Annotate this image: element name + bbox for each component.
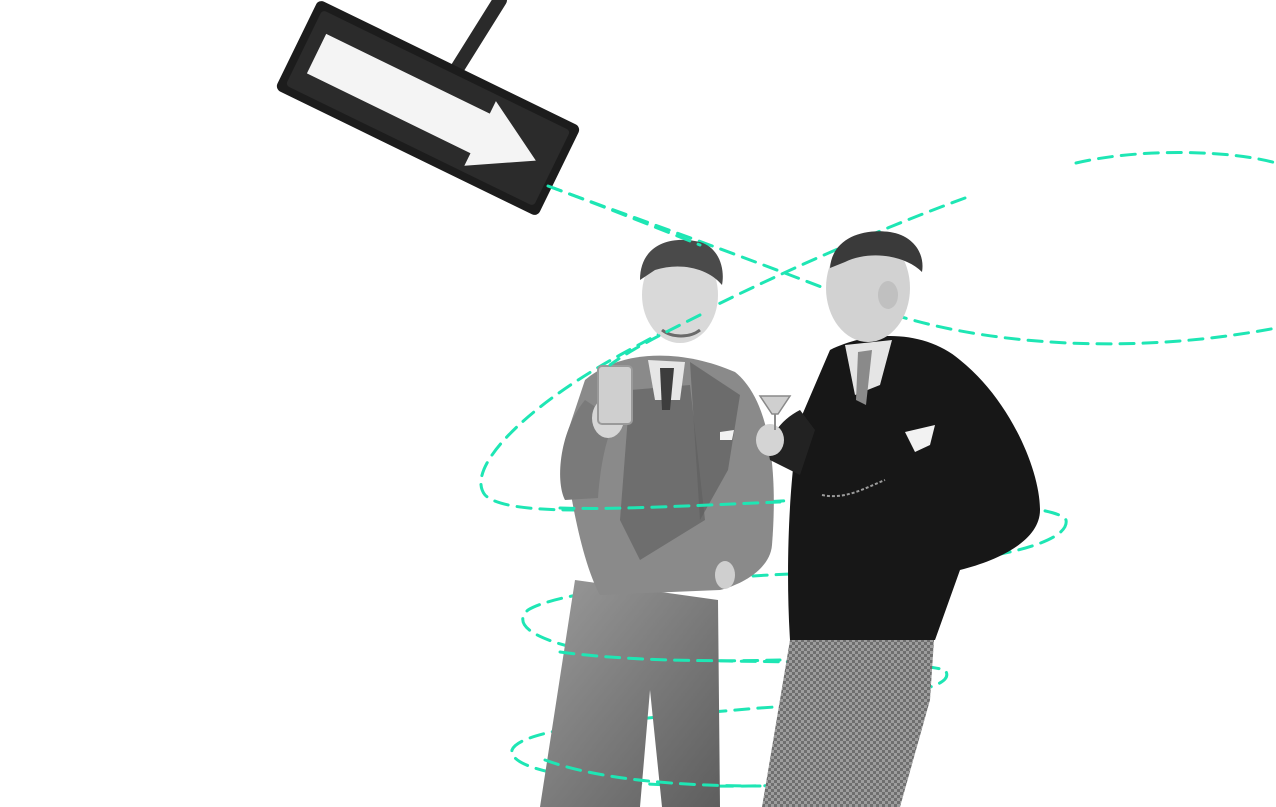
dashed-swirl-front: [543, 184, 782, 788]
man-left-figure: [540, 239, 774, 807]
arrow-sign-icon: [276, 0, 580, 215]
man-right-figure: [756, 231, 1040, 807]
